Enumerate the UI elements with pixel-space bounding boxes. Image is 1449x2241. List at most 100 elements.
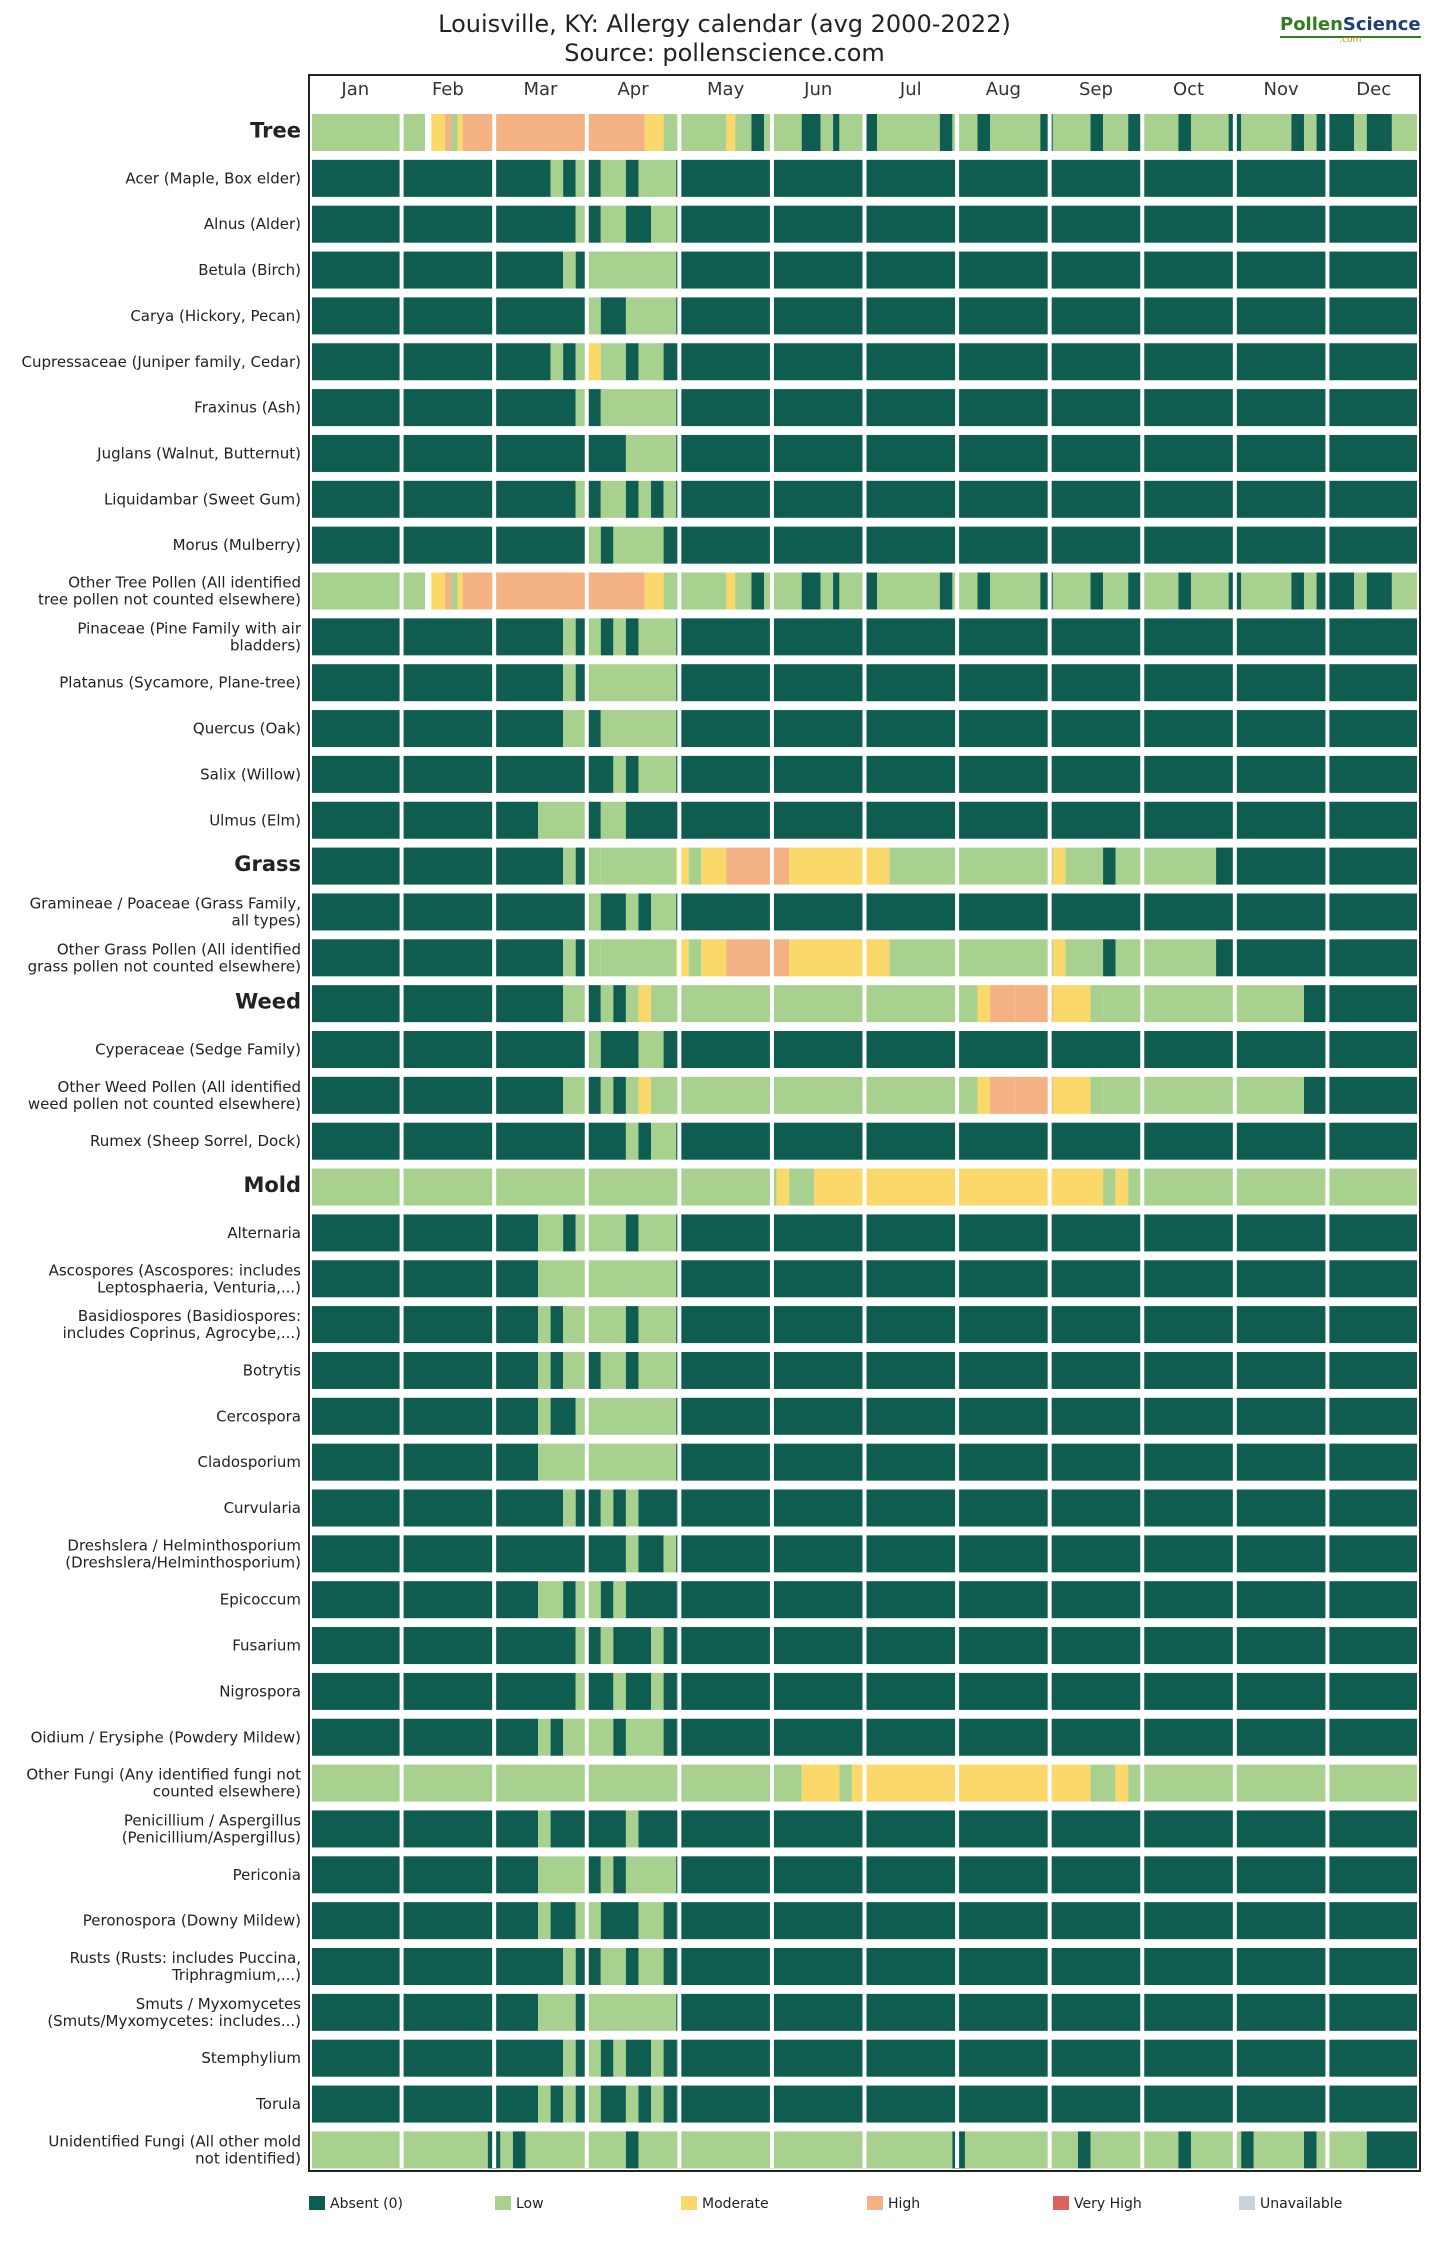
level-cell: [600, 205, 626, 243]
level-cell: [1090, 1764, 1116, 1802]
legend-swatch: [867, 2196, 883, 2210]
taxon-row: [312, 205, 1417, 243]
level-cell: [575, 1397, 677, 1435]
level-cell: [663, 2085, 677, 2123]
level-cell: [1015, 1076, 1053, 1114]
row-label: Stemphylium: [201, 2049, 301, 2067]
level-cell: [1190, 572, 1229, 610]
legend-label: Absent (0): [330, 2196, 404, 2212]
level-cell: [638, 893, 652, 931]
level-cell: [625, 985, 639, 1023]
level-cell: [588, 664, 677, 702]
level-cell: [312, 1948, 564, 1985]
level-cell: [588, 389, 601, 427]
level-cell: [445, 114, 452, 151]
level-cell: [312, 1076, 564, 1114]
level-cell: [1366, 114, 1392, 151]
level-cell: [1052, 847, 1066, 885]
row-label: Carya (Hickory, Pecan): [130, 307, 301, 325]
level-cell: [638, 480, 652, 518]
row-label: Peronospora (Downy Mildew): [83, 1912, 301, 1930]
level-cell: [676, 1627, 1417, 1665]
level-cell: [1052, 114, 1091, 151]
level-cell: [1103, 114, 1129, 151]
level-cell: [1291, 114, 1304, 151]
month-label: May: [707, 79, 745, 100]
level-cell: [676, 1397, 1417, 1435]
level-cell: [977, 985, 991, 1023]
level-cell: [939, 572, 953, 610]
taxon-row: [312, 710, 1417, 748]
level-cell: [625, 1718, 664, 1756]
level-cell: [638, 1031, 664, 1068]
row-label: Unidentified Fungi (All other mold not id…: [48, 2132, 301, 2167]
level-cell: [525, 2131, 626, 2169]
level-cell: [588, 480, 601, 518]
group-row: [312, 1168, 1417, 1206]
level-cell: [676, 664, 1417, 702]
legend-swatch: [495, 2196, 511, 2210]
level-cell: [588, 1856, 601, 1894]
taxon-row: [312, 1122, 1417, 1160]
level-cell: [312, 618, 564, 656]
level-cell: [1303, 114, 1317, 151]
taxon-row: [312, 1076, 1417, 1114]
level-cell: [676, 297, 1417, 335]
level-cell: [600, 1902, 639, 1940]
level-cell: [877, 572, 940, 610]
level-cell: [939, 114, 953, 151]
level-cell: [1316, 2131, 1367, 2169]
level-cell: [701, 847, 727, 885]
allergy-heatmap: Jan Feb Mar Apr May Jun Jul Aug Sep Oct Nov Dec Tree…: [22, 74, 1421, 2172]
level-cell: [312, 572, 426, 610]
level-cell: [1303, 985, 1417, 1023]
level-cell: [312, 1489, 564, 1527]
row-label: Juglans (Walnut, Butternut): [96, 444, 301, 462]
taxon-row: [312, 801, 1417, 839]
taxon-row: [312, 1948, 1417, 1985]
taxon-row: [312, 1351, 1417, 1389]
row-label: Cupressaceae (Juniper family, Cedar): [22, 353, 301, 371]
level-cell: [563, 847, 576, 885]
row-label: Alternaria: [227, 1224, 301, 1242]
level-cell: [588, 159, 601, 197]
level-cell: [600, 710, 677, 748]
level-cell: [701, 939, 727, 977]
level-cell: [431, 572, 446, 610]
level-cell: [588, 985, 601, 1023]
row-label: Pinaceae (Pine Family with air bladders): [77, 619, 301, 654]
level-cell: [1128, 1764, 1417, 1802]
row-label: Botrytis: [243, 1361, 301, 1379]
row-label: Liquidambar (Sweet Gum): [104, 490, 301, 508]
taxon-row: [312, 389, 1417, 427]
level-cell: [312, 159, 551, 197]
level-cell: [312, 1443, 539, 1481]
taxon-row: [312, 1993, 1417, 2031]
row-label: Gramineae / Poaceae (Grass Family, all ty…: [30, 894, 301, 929]
level-cell: [1115, 939, 1217, 977]
month-label: Nov: [1264, 79, 1299, 100]
level-cell: [563, 1581, 576, 1619]
level-cell: [312, 1581, 539, 1619]
level-cell: [451, 114, 458, 151]
level-cell: [1253, 2131, 1304, 2169]
level-cell: [676, 618, 1417, 656]
level-cell: [563, 1076, 589, 1114]
level-cell: [726, 847, 790, 885]
level-cell: [1077, 1076, 1091, 1114]
level-cell: [431, 114, 446, 151]
legend-item: Very High: [1053, 2196, 1142, 2212]
taxon-row: [312, 664, 1417, 702]
level-cell: [600, 297, 626, 335]
row-label: Rumex (Sheep Sorrel, Dock): [90, 1132, 301, 1150]
level-cell: [1178, 2131, 1191, 2169]
level-cell: [538, 801, 589, 839]
level-cell: [588, 251, 677, 289]
legend-item: Low: [495, 2196, 544, 2212]
title-line-1: Louisville, KY: Allergy calendar (avg 20…: [438, 10, 1011, 38]
level-cell: [889, 939, 1053, 977]
level-cell: [312, 389, 576, 427]
row-label: Ascospores (Ascospores: includes Leptosph…: [49, 1261, 302, 1296]
level-cell: [1190, 114, 1229, 151]
taxon-row: [312, 2085, 1417, 2123]
